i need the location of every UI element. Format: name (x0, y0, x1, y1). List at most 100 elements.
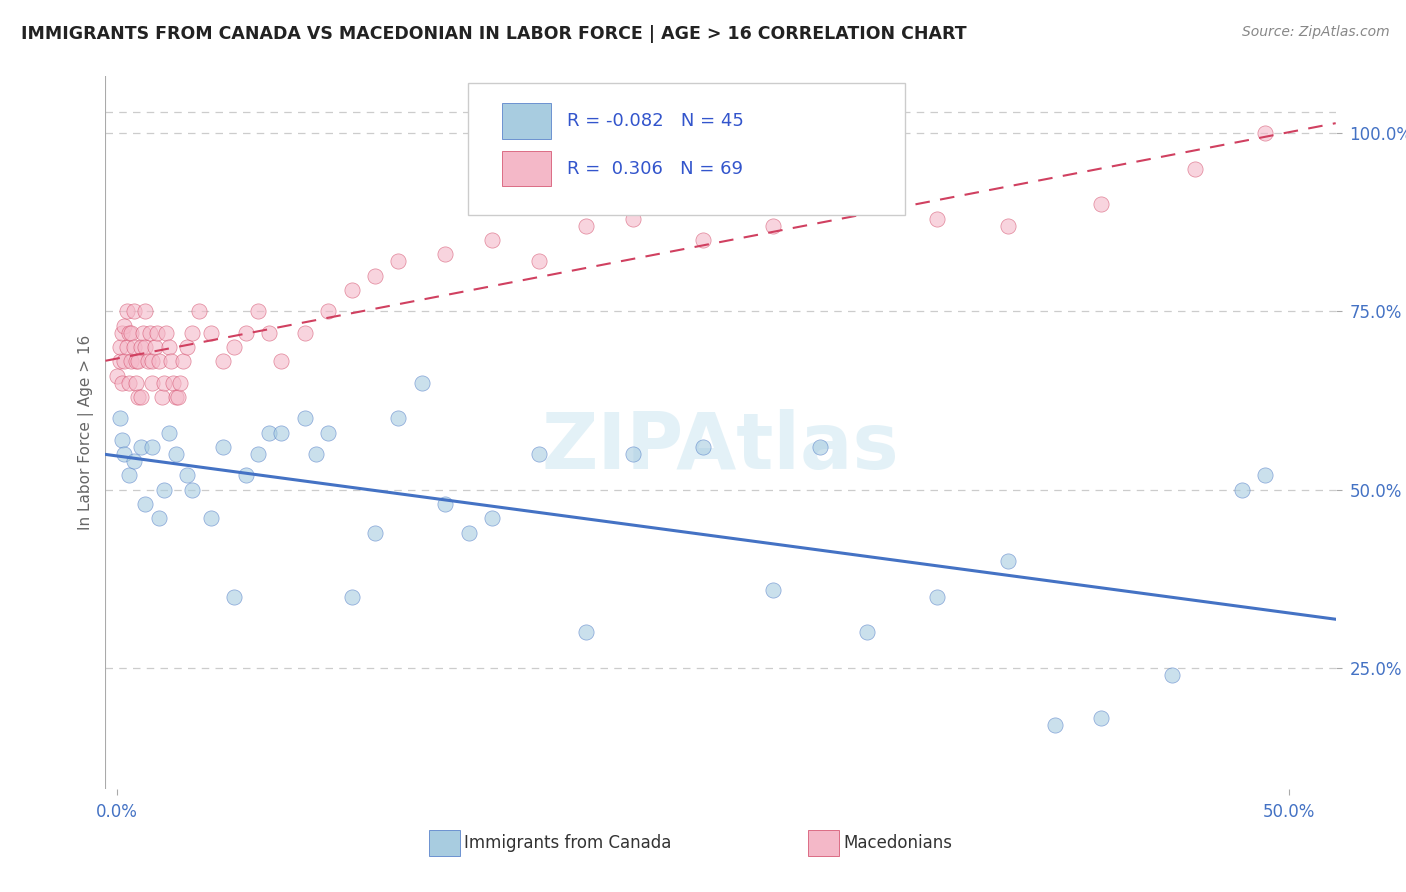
Point (134, 340, 156, 354)
FancyBboxPatch shape (468, 83, 905, 215)
Point (364, 268, 387, 283)
Text: ZIPAtlas: ZIPAtlas (541, 409, 900, 485)
Point (224, 340, 246, 354)
Point (105, 368, 128, 383)
Point (122, 454, 145, 468)
Point (136, 354, 159, 368)
Point (112, 318, 135, 333)
Point (165, 447, 187, 461)
Point (127, 354, 149, 368)
Point (527, 254, 550, 268)
Point (129, 340, 152, 354)
Point (143, 340, 166, 354)
Point (434, 497, 457, 511)
Point (1254, 468, 1277, 483)
Point (246, 304, 269, 318)
Point (118, 326, 141, 340)
Point (1184, 161, 1206, 176)
Point (294, 411, 316, 425)
Point (129, 390, 152, 404)
Point (132, 326, 155, 340)
Point (111, 376, 134, 390)
Text: Source: ZipAtlas.com: Source: ZipAtlas.com (1241, 25, 1389, 39)
Point (457, 525, 479, 540)
Point (927, 211, 949, 226)
Point (692, 440, 714, 454)
Point (316, 425, 339, 440)
Point (316, 304, 339, 318)
Point (1090, 711, 1112, 725)
FancyBboxPatch shape (502, 103, 551, 138)
Point (155, 326, 177, 340)
Point (927, 590, 949, 604)
Point (211, 440, 233, 454)
Point (129, 440, 152, 454)
Point (211, 354, 233, 368)
Point (270, 425, 292, 440)
Point (575, 625, 598, 640)
Point (200, 511, 222, 525)
Point (224, 590, 246, 604)
Point (108, 411, 131, 425)
Point (148, 354, 170, 368)
Point (176, 340, 198, 354)
Point (246, 447, 269, 461)
Point (148, 511, 170, 525)
Point (115, 340, 138, 354)
Point (112, 354, 135, 368)
Point (270, 354, 292, 368)
Point (808, 440, 831, 454)
Point (762, 219, 785, 233)
Point (997, 219, 1019, 233)
Point (856, 625, 879, 640)
Point (153, 483, 176, 497)
Point (411, 376, 433, 390)
Point (1043, 718, 1066, 732)
Point (120, 326, 142, 340)
Point (127, 390, 149, 404)
Point (112, 447, 135, 461)
Point (118, 468, 141, 483)
Y-axis label: In Labor Force | Age > 16: In Labor Force | Age > 16 (79, 335, 94, 530)
Point (125, 376, 148, 390)
Point (235, 468, 257, 483)
Point (122, 340, 145, 354)
Point (141, 354, 163, 368)
Point (115, 304, 138, 318)
Point (141, 376, 163, 390)
Point (294, 326, 316, 340)
Text: R = -0.082   N = 45: R = -0.082 N = 45 (567, 112, 744, 129)
Point (692, 233, 714, 247)
Point (997, 554, 1019, 568)
Point (122, 304, 145, 318)
Point (150, 390, 173, 404)
Point (434, 247, 457, 261)
Point (169, 376, 191, 390)
Point (134, 304, 156, 318)
Point (1254, 126, 1277, 140)
Point (172, 354, 194, 368)
Point (621, 211, 644, 226)
Point (259, 425, 281, 440)
Point (305, 447, 328, 461)
Point (157, 425, 180, 440)
Point (762, 582, 785, 597)
Point (481, 511, 503, 525)
Point (108, 354, 131, 368)
Point (160, 354, 183, 368)
Point (153, 376, 176, 390)
Point (139, 326, 162, 340)
Point (200, 326, 222, 340)
Point (527, 447, 550, 461)
Point (141, 440, 163, 454)
Point (181, 483, 204, 497)
Point (621, 447, 644, 461)
Point (340, 283, 363, 297)
Point (108, 340, 131, 354)
Point (340, 590, 363, 604)
Point (157, 340, 180, 354)
Text: Macedonians: Macedonians (844, 834, 953, 852)
Point (181, 326, 204, 340)
Point (146, 326, 169, 340)
Text: Immigrants from Canada: Immigrants from Canada (464, 834, 671, 852)
